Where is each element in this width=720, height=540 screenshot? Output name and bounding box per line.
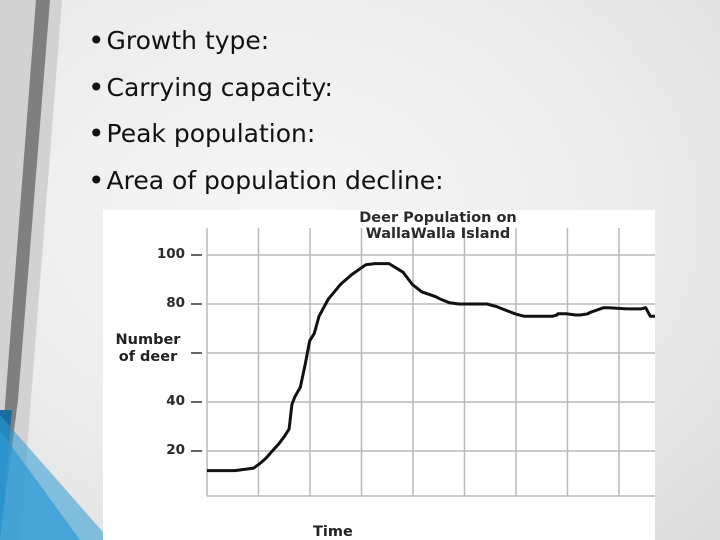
y-tick-label: 40 [166, 393, 185, 409]
chart-title: Deer Population on WallaWalla Island [303, 210, 573, 242]
y-tick-label: 20 [166, 442, 185, 458]
y-axis-label-line: of deer [118, 349, 178, 365]
chart-panel: Deer Population on WallaWalla Island Numb… [103, 210, 655, 540]
bullet-item: •Growth type: [88, 18, 444, 65]
bullet-dot-icon: • [88, 163, 105, 197]
bullet-dot-icon: • [88, 70, 105, 104]
chart-title-line: Deer Population on [359, 210, 517, 226]
chart-grid [206, 228, 655, 497]
y-tick-label: 100 [156, 246, 185, 262]
bullet-text: Growth type: [106, 26, 270, 55]
chart-svg [191, 228, 655, 497]
y-axis-label: Number of deer [105, 332, 191, 366]
y-axis-label-line: Number [115, 332, 181, 348]
bullet-list: •Growth type: •Carrying capacity: •Peak … [88, 18, 444, 204]
bullet-item: •Area of population decline: [88, 158, 444, 205]
bullet-text: Carrying capacity: [106, 72, 333, 102]
bullet-dot-icon: • [88, 24, 105, 57]
bullet-text: Peak population: [106, 119, 316, 148]
x-axis-label: Time [313, 524, 353, 540]
decor-wedge-blue-inner [0, 430, 80, 540]
chart-ticks [191, 254, 202, 452]
bullet-item: •Carrying capacity: [88, 65, 444, 112]
chart-title-line: WallaWalla Island [365, 226, 511, 242]
decor-stripe-dark [0, 0, 50, 540]
series-line-deer-population [207, 262, 655, 473]
bullet-item: •Peak population: [88, 111, 444, 158]
bullet-dot-icon: • [88, 117, 105, 150]
bullet-text: Area of population decline: [106, 165, 444, 195]
y-tick-label: 80 [166, 295, 185, 311]
